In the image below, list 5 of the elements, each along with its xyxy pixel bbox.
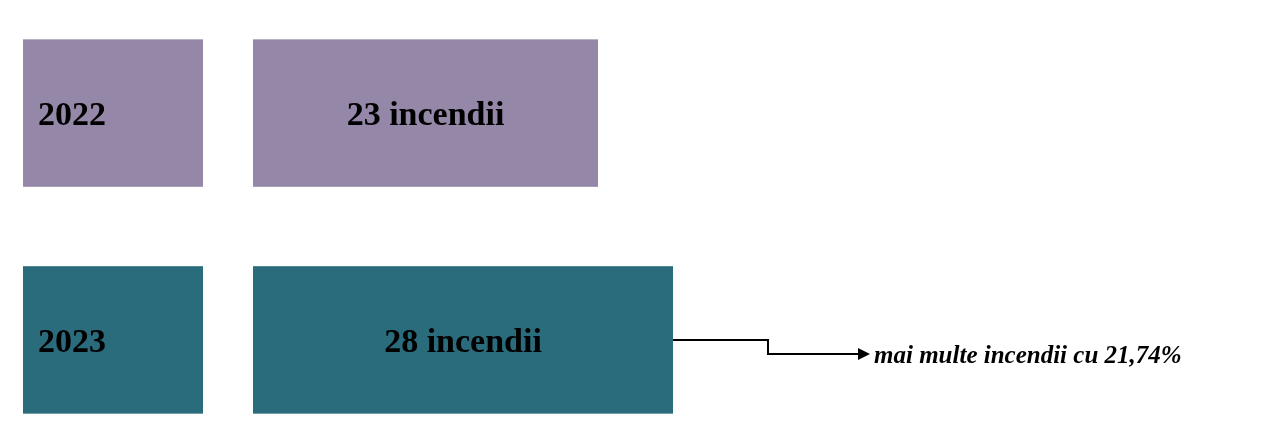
y-tick-label: 2023 — [38, 321, 106, 359]
data-label: 28 incendii — [384, 321, 542, 359]
data-label: 23 incendii — [346, 94, 505, 132]
text: mai multe incendii cu 21,74% — [874, 340, 1182, 368]
y-tick-label: 2022 — [38, 94, 106, 132]
